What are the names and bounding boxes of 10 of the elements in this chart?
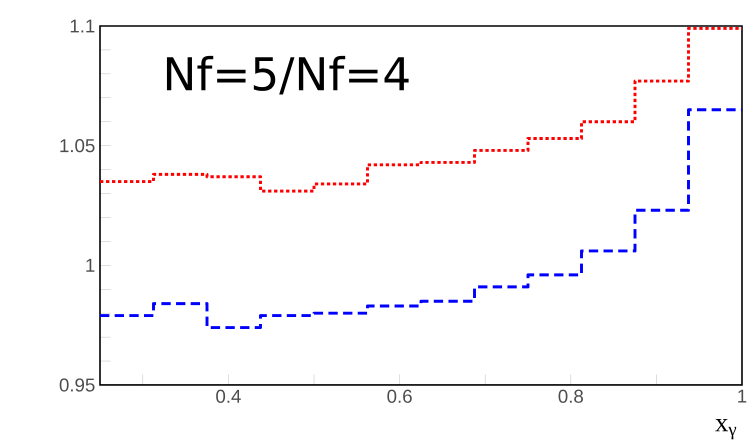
x-tick-label: 0.4 <box>216 390 241 403</box>
x-axis-title: x$_{γ}$ <box>715 419 736 440</box>
y-tick-label: 1 <box>86 258 94 272</box>
y-tick-label: 0.95 <box>60 378 95 392</box>
x-tick-label: 0.6 <box>387 390 412 403</box>
x-tick-label: 0.8 <box>558 390 583 403</box>
y-tick-label: 1.1 <box>70 20 94 32</box>
y-tick-label: 1.05 <box>60 139 95 152</box>
annotation: Nf=5/Nf=4 <box>166 56 409 94</box>
x-tick-label: 1 <box>738 390 746 403</box>
